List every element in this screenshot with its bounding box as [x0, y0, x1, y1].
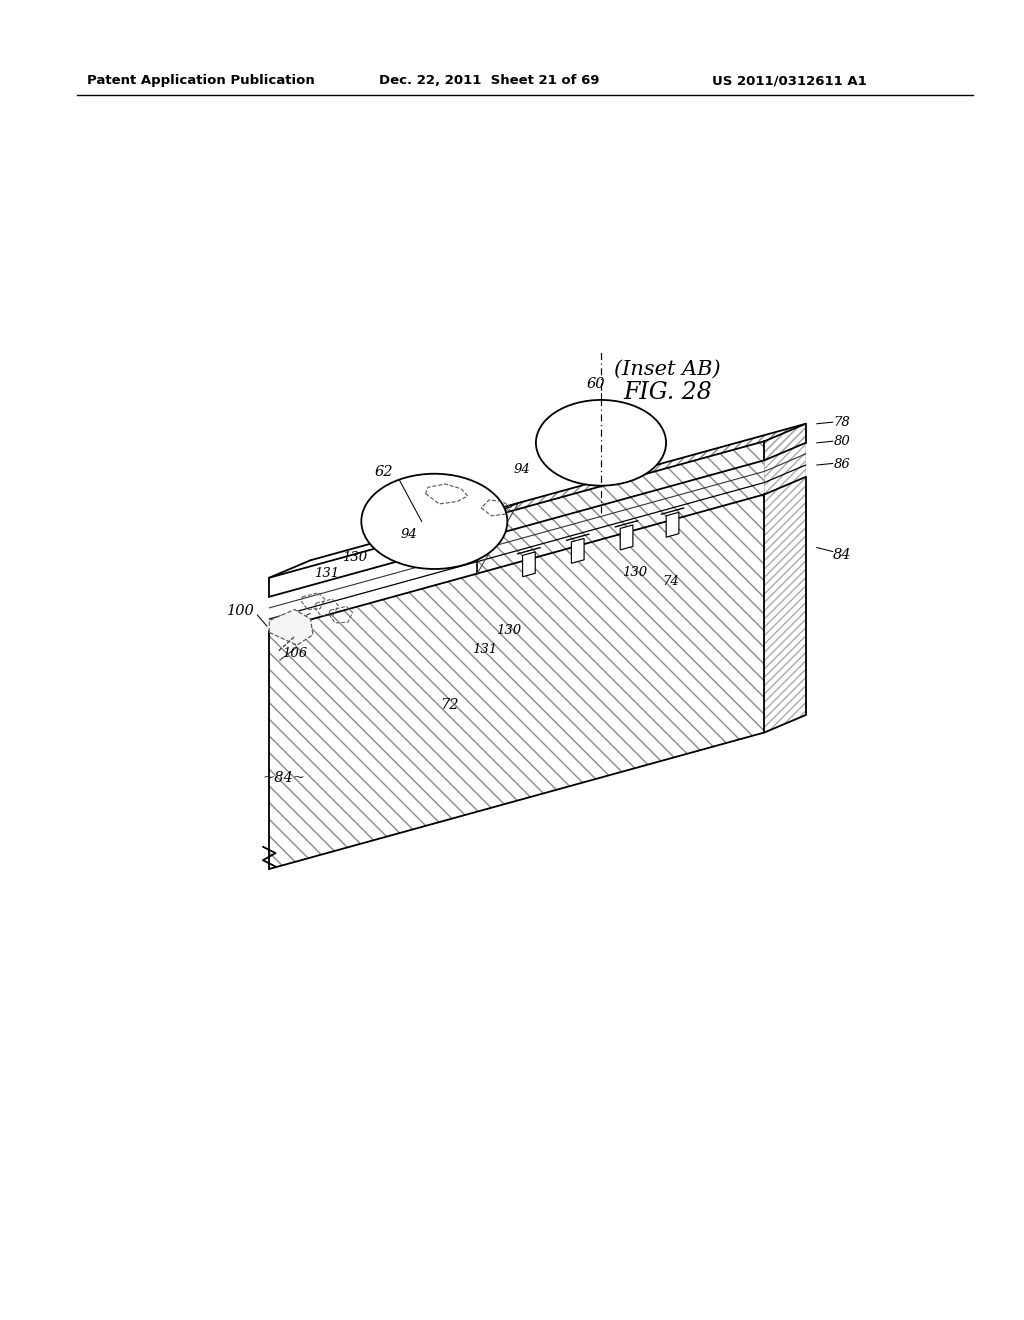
Polygon shape — [522, 552, 536, 577]
Text: 94: 94 — [400, 528, 418, 541]
Ellipse shape — [536, 400, 666, 486]
Polygon shape — [477, 441, 765, 574]
Text: 86: 86 — [834, 458, 851, 471]
Polygon shape — [269, 495, 765, 869]
Ellipse shape — [361, 474, 507, 569]
Text: 100: 100 — [227, 605, 255, 618]
Polygon shape — [621, 525, 633, 550]
Text: 80: 80 — [834, 434, 851, 447]
Polygon shape — [269, 424, 806, 578]
Text: 130: 130 — [497, 623, 521, 636]
Polygon shape — [269, 610, 313, 645]
Text: ~84~: ~84~ — [262, 771, 305, 784]
Text: (Inset AB): (Inset AB) — [614, 359, 721, 379]
Polygon shape — [477, 424, 806, 520]
Polygon shape — [765, 477, 806, 733]
Text: 60: 60 — [587, 378, 605, 391]
Text: 72: 72 — [440, 698, 459, 711]
Polygon shape — [571, 539, 584, 564]
Polygon shape — [667, 512, 679, 537]
Text: 106: 106 — [282, 647, 307, 660]
Text: 130: 130 — [622, 566, 647, 579]
Text: 62: 62 — [375, 465, 393, 479]
Polygon shape — [765, 424, 806, 495]
Text: Patent Application Publication: Patent Application Publication — [87, 74, 314, 87]
Text: 130: 130 — [342, 552, 368, 565]
Text: 94: 94 — [514, 463, 530, 477]
Polygon shape — [765, 424, 806, 461]
Text: US 2011/0312611 A1: US 2011/0312611 A1 — [712, 74, 866, 87]
Text: 131: 131 — [313, 568, 339, 581]
Text: Dec. 22, 2011  Sheet 21 of 69: Dec. 22, 2011 Sheet 21 of 69 — [379, 74, 599, 87]
Text: 74: 74 — [663, 576, 679, 589]
Text: FIG. 28: FIG. 28 — [624, 381, 712, 404]
Text: 78: 78 — [834, 416, 851, 429]
Text: 131: 131 — [472, 643, 498, 656]
Text: 84: 84 — [833, 549, 852, 562]
